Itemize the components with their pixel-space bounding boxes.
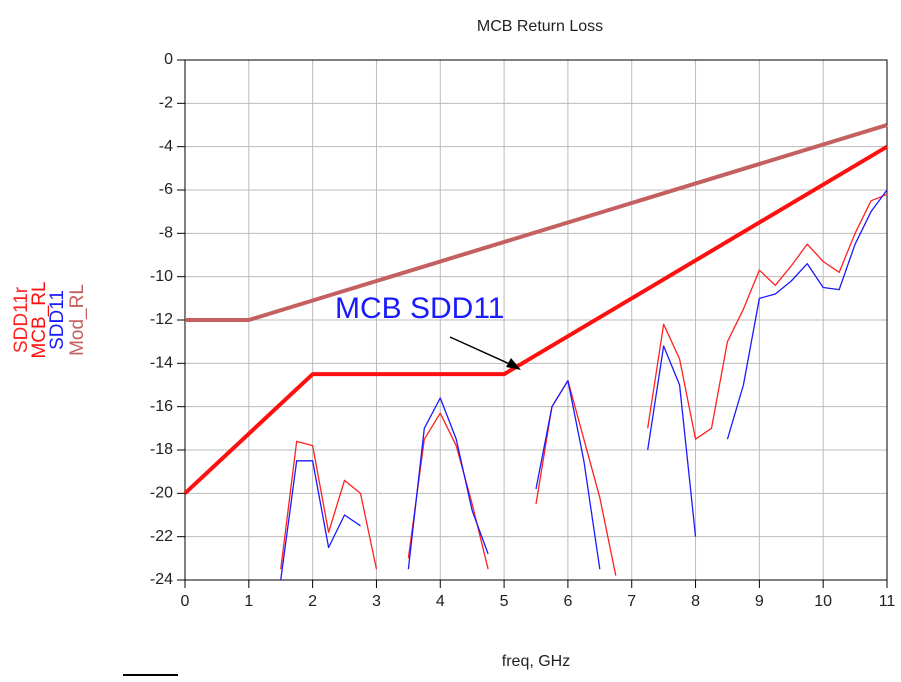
series-line xyxy=(535,380,601,570)
annotation-arrow xyxy=(449,336,515,367)
annotation-arrowhead xyxy=(506,358,521,370)
y-tick-label: -10 xyxy=(150,268,173,285)
series-line xyxy=(183,144,889,495)
series-line xyxy=(407,412,489,570)
y-tick-label: -2 xyxy=(159,95,173,112)
y-tick-label: -22 xyxy=(150,528,173,545)
y-tick-label: -16 xyxy=(150,398,173,415)
x-tick-label: 6 xyxy=(563,593,572,610)
plot-area: 0 1 2 3 4 5 6 7 8 9 10 11 0 -2 -4 -6 -8 -10 -12 -14 -16 -18 -2… xyxy=(150,51,896,610)
x-tick-label: 10 xyxy=(814,593,832,610)
x-tick-label: 7 xyxy=(627,593,636,610)
y-tick-label: -18 xyxy=(150,441,173,458)
y-tick-label: -4 xyxy=(159,138,173,155)
y-tick-label: -14 xyxy=(150,355,173,372)
x-axis-label: freq, GHz xyxy=(502,653,570,670)
y-tick-label: -12 xyxy=(150,311,173,328)
x-tick-label: 11 xyxy=(879,593,896,610)
y-tick-label: 0 xyxy=(164,51,173,68)
legend-label: Mod_RL xyxy=(67,284,88,356)
legend-label: SDD11 xyxy=(47,290,68,350)
annotation: MCB SDD11 xyxy=(335,292,504,325)
x-tick-label: 5 xyxy=(500,593,509,610)
legend-label: SDD11r xyxy=(11,286,32,353)
y-tick-label: -24 xyxy=(150,571,173,588)
series-line xyxy=(407,397,489,570)
legend-label: MCB_RL xyxy=(29,281,50,358)
y-tick-label: -8 xyxy=(159,225,173,242)
series-line xyxy=(280,440,378,570)
chart-title: MCB Return Loss xyxy=(477,18,603,35)
series-line xyxy=(726,189,888,440)
series-line xyxy=(647,345,697,537)
y-tick-label: -6 xyxy=(159,181,173,198)
series-line xyxy=(185,123,888,322)
y-tick-label: -20 xyxy=(150,485,173,502)
series-line xyxy=(647,193,888,440)
x-tick-label: 3 xyxy=(372,593,381,610)
x-tick-label: 2 xyxy=(308,593,317,610)
x-tick-label: 1 xyxy=(244,593,253,610)
series-line xyxy=(280,460,361,581)
x-tick-label: 8 xyxy=(691,593,700,610)
x-tick-label: 4 xyxy=(436,593,445,610)
x-tick-label: 9 xyxy=(755,593,764,610)
x-tick-label: 0 xyxy=(181,593,190,610)
